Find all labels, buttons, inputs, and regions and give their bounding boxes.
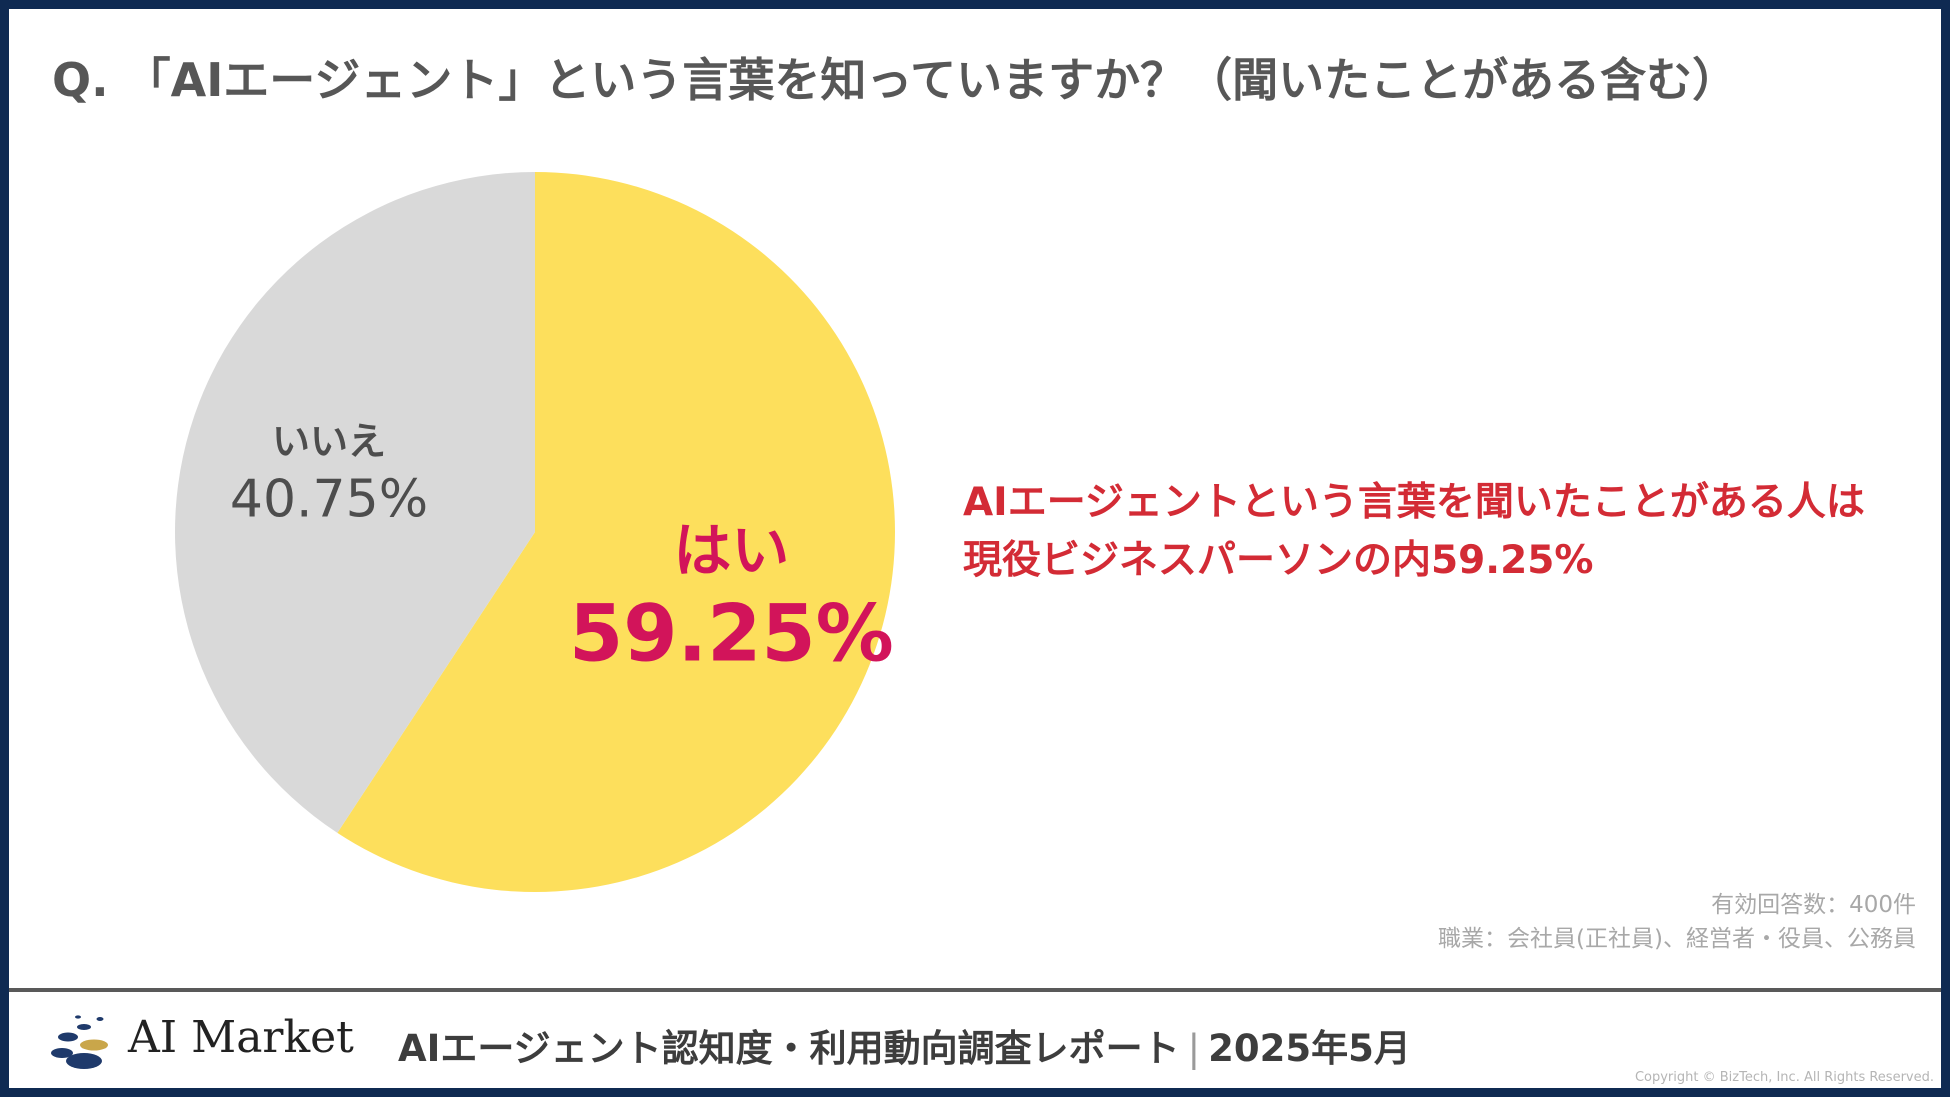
- callout-line-2: 現役ビジネスパーソンの内59.25%: [963, 538, 1594, 583]
- survey-meta: 有効回答数：400件 職業：会社員(正社員)、経営者・役員、公務員: [1438, 888, 1916, 956]
- ai-market-logo-icon: [51, 1015, 108, 1069]
- copyright: Copyright © BizTech, Inc. All Rights Res…: [1634, 1070, 1934, 1085]
- report-name: AIエージェント認知度・利用動向調査レポート: [398, 1027, 1180, 1070]
- report-title: AIエージェント認知度・利用動向調査レポート | 2025年5月: [398, 1018, 1411, 1072]
- question-title: Q. 「AIエージェント」という言葉を知っていますか？（聞いたことがある含む）: [52, 53, 1739, 107]
- logo-text: AI Market: [128, 1012, 354, 1063]
- pie-slice-no: [174, 172, 536, 833]
- pie-label-no: いいえ: [272, 419, 386, 463]
- callout-text: AIエージェントという言葉を聞いたことがある人は 現役ビジネスパーソンの内59.…: [963, 474, 1865, 590]
- occupation-note: 職業：会社員(正社員)、経営者・役員、公務員: [1438, 926, 1916, 952]
- pie-value-yes: 59.25%: [569, 590, 894, 680]
- pie-slice-yes: [337, 172, 895, 892]
- pie-label-yes: はい: [673, 517, 789, 585]
- footer-divider: [9, 988, 1941, 992]
- report-separator: |: [1187, 1027, 1201, 1070]
- report-date: 2025年5月: [1208, 1027, 1411, 1070]
- response-count: 有効回答数：400件: [1711, 892, 1916, 918]
- pie-value-no: 40.75%: [230, 469, 428, 529]
- callout-line-1: AIエージェントという言葉を聞いたことがある人は: [963, 480, 1865, 525]
